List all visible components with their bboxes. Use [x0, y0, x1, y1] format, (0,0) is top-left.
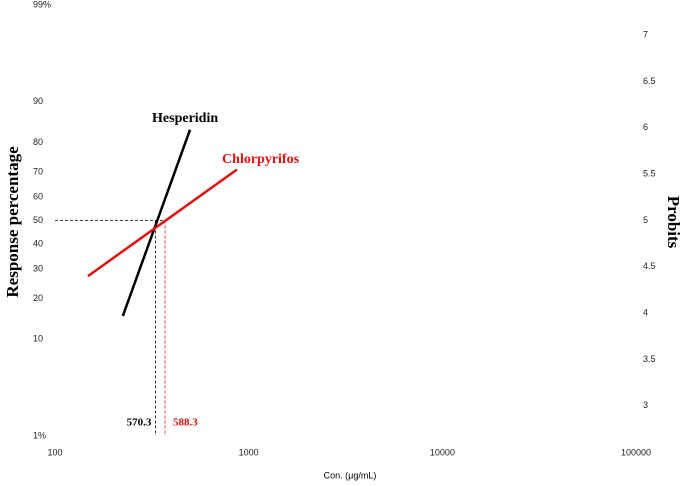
y2-tick-label: 5 [643, 215, 648, 225]
y-tick-label: 50 [33, 215, 43, 225]
y-tick-label: 60 [33, 191, 43, 201]
series-line [121, 129, 192, 317]
series-line [87, 168, 238, 278]
annotation: 570.3 [127, 417, 152, 429]
y2-tick-label: 3.5 [643, 354, 656, 364]
y2-tick-label: 4.5 [643, 261, 656, 271]
y2-tick-label: 7 [643, 30, 648, 40]
x-axis-title: Con. (μg/mL) [324, 470, 377, 480]
y-tick-label: 70 [33, 166, 43, 176]
series-label: Hesperidin [152, 111, 218, 126]
y-tick-label: 80 [33, 137, 43, 147]
x-tick-label: 10000 [430, 447, 455, 457]
y2-tick-label: 3 [643, 400, 648, 410]
y2-tick-label: 4 [643, 308, 648, 318]
x-tick-label: 100000 [621, 447, 651, 457]
x-tick-label: 1000 [239, 447, 259, 457]
y-tick-label: 99% [33, 0, 51, 9]
y2-tick-label: 6 [643, 122, 648, 132]
y2-axis-title: Probits [664, 196, 683, 249]
y2-tick-label: 6.5 [643, 76, 656, 86]
annotation: 588.3 [173, 417, 198, 429]
y-tick-label: 1% [33, 430, 46, 440]
y-tick-label: 40 [33, 238, 43, 248]
y-axis-title: Response percentage [3, 146, 22, 298]
y-tick-label: 20 [33, 293, 43, 303]
y-tick-label: 10 [33, 334, 43, 344]
y-tick-label: 90 [33, 96, 43, 106]
series-label: Chlorpyrifos [222, 152, 300, 167]
x-tick-label: 100 [47, 447, 62, 457]
y2-tick-label: 5.5 [643, 169, 656, 179]
y-tick-label: 30 [33, 263, 43, 273]
